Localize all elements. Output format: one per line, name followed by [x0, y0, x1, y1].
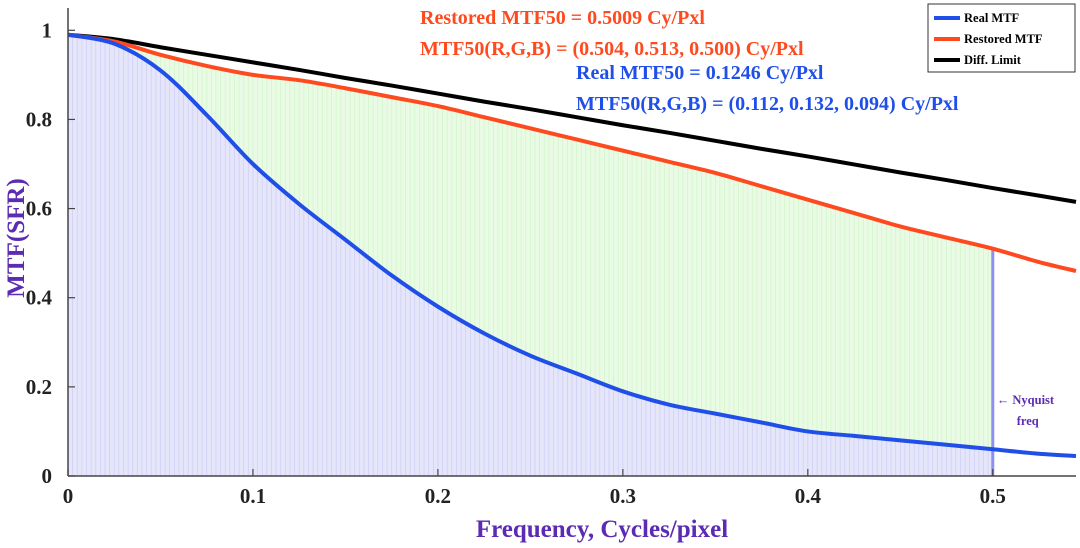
- x-tick-label: 0.5: [980, 484, 1006, 508]
- x-tick-label: 0.3: [610, 484, 636, 508]
- x-tick-label: 0.2: [425, 484, 451, 508]
- nyquist-freq-label: freq: [1017, 414, 1039, 428]
- x-tick-label: 0: [63, 484, 74, 508]
- x-tick-label: 0.1: [240, 484, 266, 508]
- legend-label-restored-mtf: Restored MTF: [964, 32, 1043, 46]
- series-lines: [67, 32, 1077, 458]
- axes: [67, 8, 1076, 477]
- series-line-restored-mtf: [67, 32, 1077, 273]
- hatch-pattern: [67, 34, 994, 476]
- x-axis-title: Frequency, Cycles/pixel: [476, 516, 728, 543]
- real-mtf50-annotation: Real MTF50 = 0.1246 Cy/Pxl: [576, 62, 824, 84]
- y-tick-label: 0.4: [26, 286, 53, 310]
- nyquist-label: ← Nyquist: [997, 393, 1055, 407]
- restored-mtf50-annotation: Restored MTF50 = 0.5009 Cy/Pxl: [420, 7, 705, 29]
- y-axis-title: MTF(SFR): [3, 178, 30, 297]
- series-line-real-mtf: [67, 32, 1077, 458]
- restored-rgb-annotation: MTF50(R,G,B) = (0.504, 0.513, 0.500) Cy/…: [420, 38, 804, 60]
- tick-marks: 0 0.1 0.2 0.3 0.4 0.5 0 0.2 0.4 0.6 0.8 1: [26, 18, 1006, 508]
- y-tick-label: 0: [42, 464, 53, 488]
- y-tick-label: 1: [42, 18, 53, 42]
- real-rgb-annotation: MTF50(R,G,B) = (0.112, 0.132, 0.094) Cy/…: [576, 93, 959, 115]
- legend-label-real-mtf: Real MTF: [964, 11, 1020, 25]
- x-tick-label: 0.4: [795, 484, 822, 508]
- y-tick-label: 0.8: [26, 107, 52, 131]
- legend-label-diff-limit: Diff. Limit: [964, 53, 1022, 67]
- legend: Real MTF Restored MTF Diff. Limit: [927, 3, 1076, 73]
- y-tick-label: 0.2: [26, 375, 52, 399]
- y-tick-label: 0.6: [26, 197, 52, 221]
- series-line-diff-limit: [67, 32, 1077, 204]
